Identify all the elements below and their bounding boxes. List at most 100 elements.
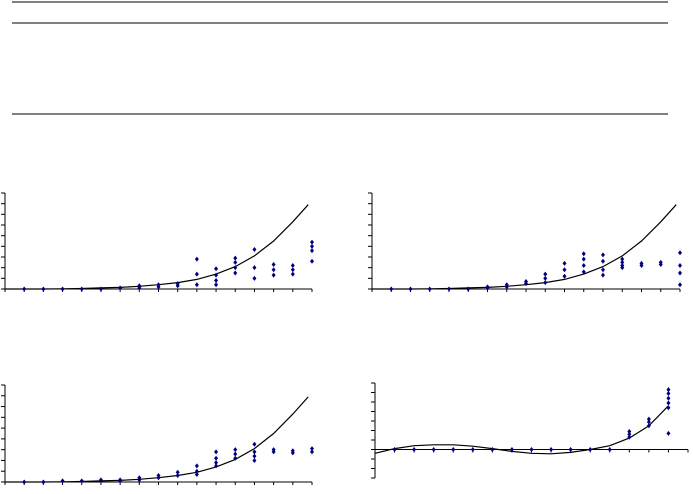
data-point xyxy=(490,447,495,452)
data-point xyxy=(601,258,605,264)
data-point xyxy=(252,449,257,455)
data-point xyxy=(214,266,219,272)
data-point xyxy=(118,478,123,484)
data-point xyxy=(156,284,161,290)
data-point xyxy=(214,455,219,461)
data-point xyxy=(666,430,671,436)
fit-curve xyxy=(5,204,309,290)
data-point xyxy=(562,267,567,273)
data-point xyxy=(310,243,314,249)
data-point xyxy=(666,387,671,393)
data-point xyxy=(98,286,103,292)
data-point xyxy=(310,258,314,264)
fit-curve xyxy=(5,396,309,483)
data-point xyxy=(601,272,605,278)
data-point xyxy=(118,285,123,291)
data-point xyxy=(509,447,514,452)
data-point xyxy=(194,282,199,288)
data-point xyxy=(214,277,219,283)
data-point xyxy=(524,281,528,287)
data-point xyxy=(485,285,490,291)
data-point xyxy=(252,457,257,463)
data-point xyxy=(529,447,534,452)
data-point xyxy=(22,479,27,485)
data-point xyxy=(627,431,632,437)
data-point xyxy=(233,447,238,453)
data-point xyxy=(252,275,257,281)
data-point xyxy=(175,283,180,289)
data-point xyxy=(646,416,651,422)
data-point xyxy=(310,449,314,455)
data-point xyxy=(233,455,238,461)
data-point xyxy=(233,255,238,261)
data-point xyxy=(252,247,257,253)
data-point xyxy=(252,441,257,447)
data-point xyxy=(194,256,199,262)
data-point xyxy=(627,434,632,440)
data-point xyxy=(581,256,586,262)
data-point xyxy=(310,446,314,452)
data-point xyxy=(601,267,605,273)
data-point xyxy=(666,390,671,396)
data-point xyxy=(271,267,276,273)
data-point xyxy=(310,248,314,254)
data-point xyxy=(431,447,436,452)
data-point xyxy=(562,273,567,279)
data-point xyxy=(233,451,238,457)
data-point xyxy=(678,250,682,256)
data-point xyxy=(666,400,671,406)
data-point xyxy=(543,280,548,286)
data-point xyxy=(252,265,257,271)
data-point xyxy=(214,463,219,469)
data-point xyxy=(470,447,475,452)
data-point xyxy=(389,286,394,292)
data-point xyxy=(194,463,199,469)
data-point xyxy=(214,282,219,288)
data-point xyxy=(98,477,103,483)
data-point xyxy=(678,270,682,276)
data-point xyxy=(620,265,625,271)
data-point xyxy=(271,449,276,455)
data-point xyxy=(581,269,586,275)
data-point xyxy=(427,286,432,292)
data-point xyxy=(658,261,663,267)
data-point xyxy=(194,471,199,477)
data-point xyxy=(408,286,413,292)
data-point xyxy=(233,265,238,271)
data-point xyxy=(620,259,625,265)
data-point xyxy=(543,275,548,281)
data-point xyxy=(60,478,65,484)
data-point xyxy=(290,271,295,277)
data-point xyxy=(627,428,632,434)
data-point xyxy=(646,419,651,425)
data-point xyxy=(22,286,27,292)
data-point xyxy=(175,469,180,475)
data-point xyxy=(543,271,548,277)
data-point xyxy=(194,468,199,474)
data-point xyxy=(156,475,161,481)
fit-curve xyxy=(372,204,677,290)
data-point xyxy=(79,286,84,292)
data-point xyxy=(137,477,142,483)
data-point xyxy=(581,251,586,257)
data-point xyxy=(678,282,682,288)
data-point xyxy=(620,256,625,262)
data-point xyxy=(41,479,46,485)
data-point xyxy=(666,395,671,401)
data-point xyxy=(447,286,451,292)
data-point xyxy=(252,453,257,459)
data-point xyxy=(271,261,276,267)
data-point xyxy=(646,423,651,429)
data-point xyxy=(549,447,554,452)
data-point xyxy=(392,447,397,452)
data-point xyxy=(233,259,238,265)
data-point xyxy=(588,447,593,452)
data-point xyxy=(562,260,567,266)
data-point xyxy=(290,267,295,273)
data-point xyxy=(175,473,180,479)
data-point xyxy=(412,447,417,452)
data-point xyxy=(601,252,605,258)
data-point xyxy=(581,263,586,269)
data-point xyxy=(41,286,46,292)
data-point xyxy=(290,450,295,456)
